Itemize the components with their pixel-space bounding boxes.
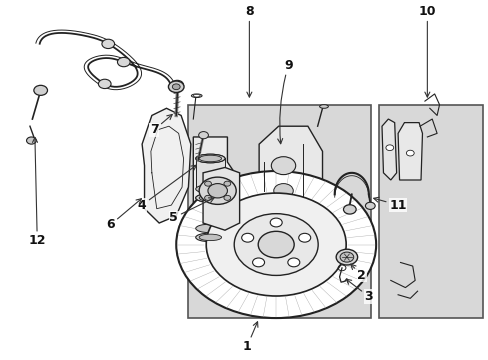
Bar [188, 105, 370, 318]
Circle shape [298, 233, 310, 242]
Text: 2: 2 [350, 264, 365, 282]
Text: 5: 5 [169, 198, 214, 224]
Circle shape [34, 85, 47, 95]
Circle shape [365, 202, 374, 210]
Circle shape [224, 195, 230, 201]
Ellipse shape [193, 94, 200, 97]
Text: 3: 3 [346, 279, 372, 303]
Text: 11: 11 [373, 197, 406, 212]
Circle shape [406, 150, 413, 156]
Bar [378, 105, 483, 318]
Ellipse shape [195, 224, 224, 233]
Text: 6: 6 [106, 199, 141, 231]
Ellipse shape [195, 154, 224, 163]
Ellipse shape [195, 194, 224, 202]
Text: 12: 12 [28, 138, 46, 247]
Circle shape [172, 84, 180, 90]
Ellipse shape [191, 94, 202, 98]
Circle shape [117, 57, 130, 67]
Circle shape [26, 137, 36, 144]
Ellipse shape [199, 155, 221, 162]
Circle shape [199, 177, 236, 204]
Text: 10: 10 [418, 5, 435, 97]
Circle shape [241, 233, 253, 242]
Circle shape [224, 181, 230, 186]
Circle shape [252, 258, 264, 267]
Ellipse shape [199, 234, 221, 240]
Circle shape [258, 231, 294, 258]
Circle shape [198, 132, 208, 139]
Text: 1: 1 [242, 322, 257, 353]
Circle shape [170, 80, 183, 90]
Ellipse shape [319, 105, 328, 108]
Circle shape [271, 157, 295, 175]
Circle shape [339, 252, 353, 262]
Text: 8: 8 [244, 5, 253, 97]
Polygon shape [259, 126, 322, 223]
Bar [195, 198, 224, 228]
Circle shape [102, 39, 114, 49]
Circle shape [168, 81, 183, 93]
Circle shape [204, 181, 211, 186]
Circle shape [98, 79, 111, 89]
Polygon shape [397, 123, 422, 180]
Polygon shape [142, 108, 190, 223]
Polygon shape [193, 137, 234, 259]
Circle shape [273, 184, 293, 198]
Text: 7: 7 [150, 114, 172, 136]
Ellipse shape [195, 185, 224, 193]
Text: 4: 4 [138, 165, 196, 212]
Circle shape [206, 193, 346, 296]
Ellipse shape [195, 154, 224, 163]
Circle shape [385, 145, 393, 150]
Circle shape [343, 205, 355, 214]
Text: 9: 9 [277, 59, 292, 144]
Ellipse shape [195, 233, 224, 242]
Circle shape [335, 249, 357, 265]
Polygon shape [203, 167, 239, 230]
Circle shape [204, 195, 211, 201]
Circle shape [270, 218, 282, 227]
Circle shape [176, 171, 375, 318]
Bar [195, 158, 224, 189]
Circle shape [234, 214, 318, 275]
Polygon shape [381, 119, 396, 180]
Circle shape [207, 184, 227, 198]
Ellipse shape [199, 195, 221, 201]
Circle shape [287, 258, 299, 267]
Ellipse shape [195, 194, 224, 202]
